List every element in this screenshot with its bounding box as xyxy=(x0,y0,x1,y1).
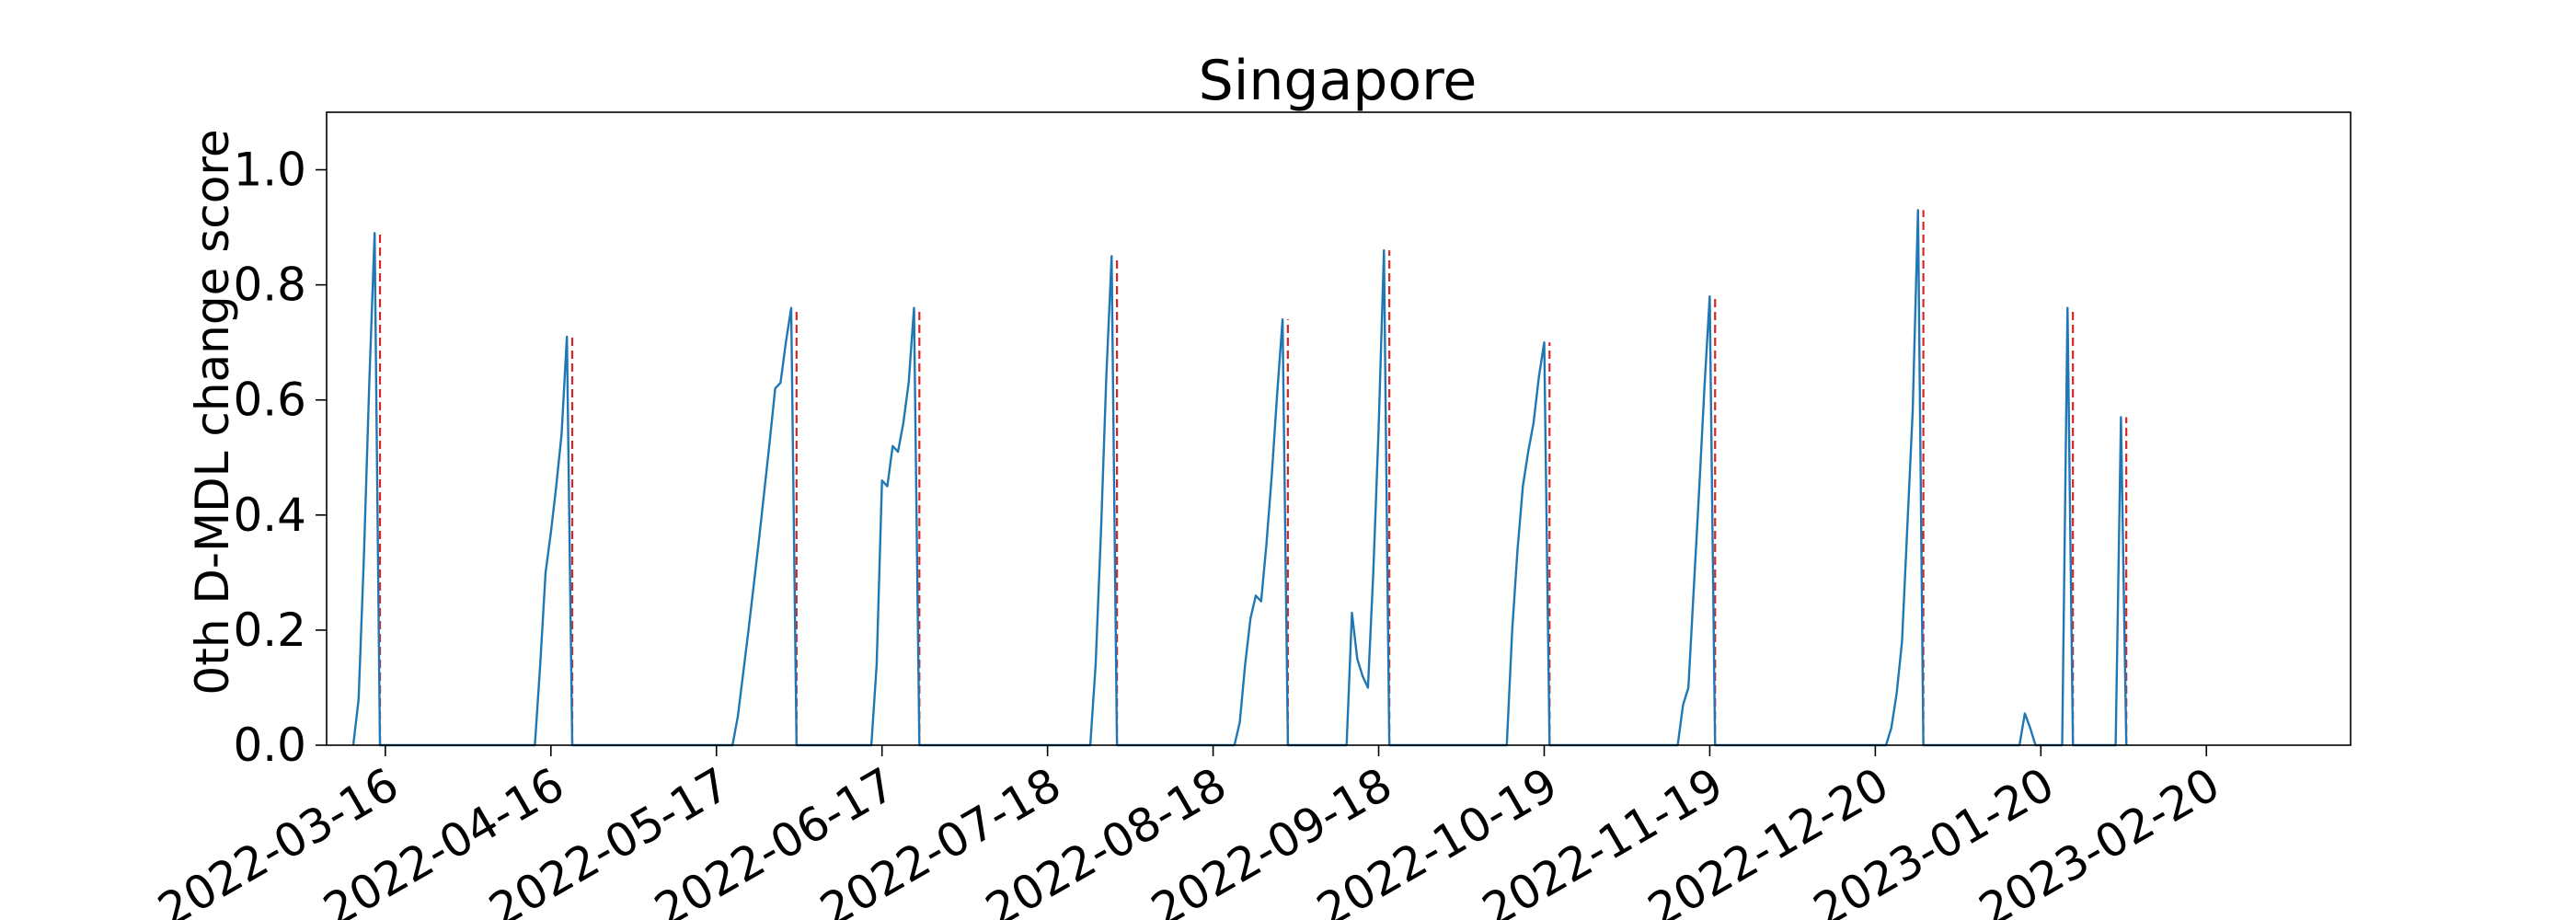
y-tick-label: 0.4 xyxy=(233,489,306,542)
plot-frame xyxy=(326,111,2352,746)
chart-title: Singapore xyxy=(1199,49,1478,113)
y-tick-label: 0.6 xyxy=(233,374,306,427)
y-axis-label: 0th D-MDL change score xyxy=(186,129,239,695)
y-axis-ticks: 0.0 0.2 0.4 0.6 0.8 1.0 xyxy=(233,144,327,772)
y-tick-label: 1.0 xyxy=(233,144,306,197)
y-tick-label: 0.8 xyxy=(233,259,306,312)
y-tick-label: 0.2 xyxy=(233,604,306,657)
alarm-lines xyxy=(378,210,2128,745)
x-axis-ticks: 2022-03-162022-04-162022-05-172022-06-17… xyxy=(149,745,2228,920)
change-score-line xyxy=(351,209,2128,747)
y-tick-label: 0.0 xyxy=(233,719,306,772)
series-lines xyxy=(351,209,2128,747)
